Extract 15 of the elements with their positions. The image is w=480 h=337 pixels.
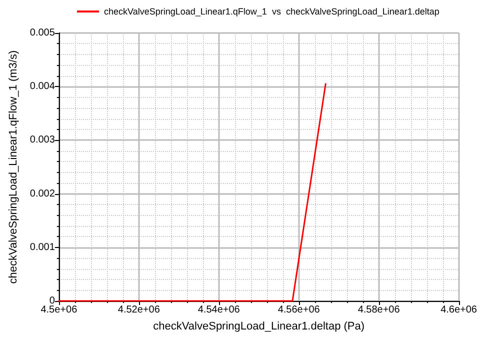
y-tick-label: 0	[49, 296, 56, 306]
x-tick-label: 4.52e+06	[118, 304, 160, 316]
legend-label: checkValveSpringLoad_Linear1.qFlow_1 vs checkValveSpringLoad_Linear1.deltap	[104, 6, 440, 16]
x-tick-label: 4.6e+06	[440, 304, 478, 316]
y-tick-label: 0.005	[30, 28, 56, 38]
x-tick-label: 4.5e+06	[40, 304, 78, 316]
y-tick-label: 0.004	[30, 81, 56, 92]
y-tick-label: 0.002	[30, 188, 56, 200]
x-tick-label: 4.56e+06	[278, 304, 320, 316]
x-axis-title: checkValveSpringLoad_Linear1.deltap (Pa)	[153, 320, 365, 332]
y-tick-label: 0.003	[30, 134, 56, 146]
x-tick-label: 4.54e+06	[198, 304, 240, 316]
y-tick-label: 0.001	[30, 242, 56, 253]
y-axis-title: checkValveSpringLoad_Linear1.qFlow_1 (m3/s)	[8, 50, 20, 284]
x-tick-label: 4.58e+06	[358, 304, 400, 316]
